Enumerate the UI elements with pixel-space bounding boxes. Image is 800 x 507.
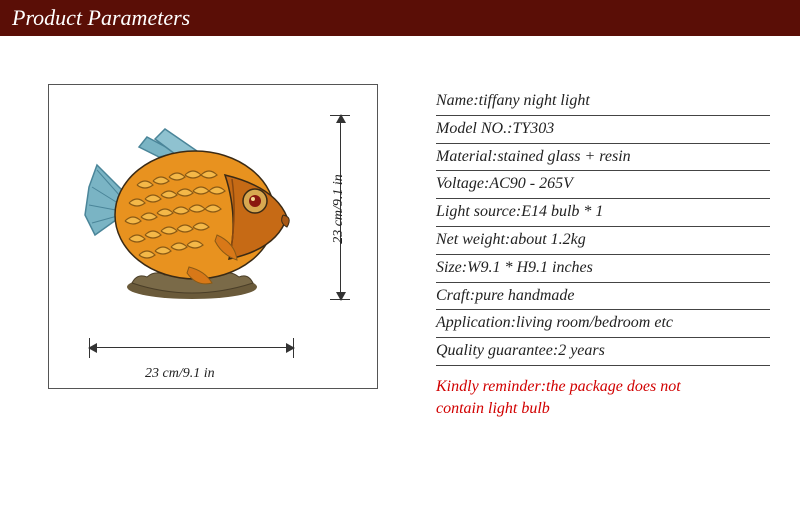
spec-label: Size <box>436 259 462 276</box>
spec-value: AC90 - 265V <box>489 175 573 192</box>
spec-row: Material:stained glass + resin <box>436 144 770 172</box>
reminder-line2: contain light bulb <box>436 398 770 420</box>
spec-label: Model NO. <box>436 120 507 137</box>
spec-value: about 1.2kg <box>510 231 586 248</box>
spec-row: Model NO.:TY303 <box>436 116 770 144</box>
spec-row: Application:living room/bedroom etc <box>436 310 770 338</box>
width-label: 23 cm/9.1 in <box>145 366 215 382</box>
spec-label: Voltage <box>436 175 484 192</box>
spec-value: living room/bedroom etc <box>516 314 673 331</box>
header-bar: Product Parameters <box>0 0 800 36</box>
spec-list: Name:tiffany night lightModel NO.:TY303M… <box>378 84 770 419</box>
fish-illustration <box>77 115 307 300</box>
page-title: Product Parameters <box>12 5 190 30</box>
spec-value: stained glass + resin <box>497 148 630 165</box>
spec-row: Quality guarantee:2 years <box>436 338 770 366</box>
spec-value: pure handmade <box>475 287 574 304</box>
spec-label: Material <box>436 148 492 165</box>
spec-value: W9.1 * H9.1 inches <box>467 259 593 276</box>
spec-value: E14 bulb * 1 <box>521 203 603 220</box>
reminder-text: Kindly reminder:the package does not con… <box>436 366 770 419</box>
spec-label: Name <box>436 92 473 109</box>
spec-label: Light source <box>436 203 516 220</box>
reminder-line1: Kindly reminder:the package does not <box>436 376 770 398</box>
height-label: 23 cm/9.1 in <box>331 174 347 244</box>
width-dimension <box>89 338 294 358</box>
spec-label: Quality guarantee <box>436 342 553 359</box>
spec-label: Application <box>436 314 511 331</box>
spec-row: Size:W9.1 * H9.1 inches <box>436 255 770 283</box>
spec-row: Name:tiffany night light <box>436 88 770 116</box>
spec-row: Craft:pure handmade <box>436 283 770 311</box>
spec-value: TY303 <box>512 120 554 137</box>
content-area: 23 cm/9.1 in 23 cm/9.1 in Name:tiffany n… <box>0 36 800 439</box>
spec-row: Voltage:AC90 - 265V <box>436 171 770 199</box>
spec-row: Light source:E14 bulb * 1 <box>436 199 770 227</box>
spec-value: 2 years <box>558 342 605 359</box>
spec-row: Net weight:about 1.2kg <box>436 227 770 255</box>
spec-label: Craft <box>436 287 470 304</box>
spec-value: tiffany night light <box>479 92 590 109</box>
spec-label: Net weight <box>436 231 505 248</box>
height-dimension: 23 cm/9.1 in <box>332 115 352 300</box>
product-image-box: 23 cm/9.1 in 23 cm/9.1 in <box>48 84 378 389</box>
